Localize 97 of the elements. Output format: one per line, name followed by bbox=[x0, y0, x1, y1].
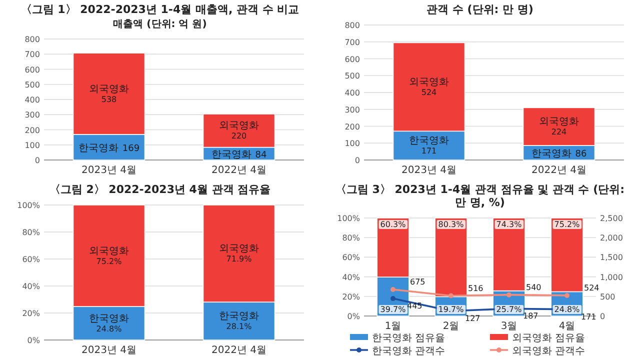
y-tick-label: 600 bbox=[344, 54, 360, 64]
data-label: 540 bbox=[526, 282, 542, 292]
y-tick-label: 0% bbox=[27, 336, 40, 345]
y-tick-label: 400 bbox=[344, 88, 360, 98]
y-tick-label: 60% bbox=[342, 253, 360, 262]
chart-title: 〈그림 3〉 2023년 1-4월 관객 점유율 및 관객 수 (단위: 만 명, %) bbox=[335, 183, 625, 209]
x-tick-label: 4월 bbox=[558, 321, 576, 332]
point bbox=[564, 292, 570, 298]
y-tick-label: 600 bbox=[24, 65, 40, 74]
y-tick-label: 20% bbox=[342, 292, 360, 302]
data-label: 75.2% bbox=[554, 220, 580, 229]
y-tick-label: 60% bbox=[22, 255, 40, 264]
y-tick-label: 200 bbox=[24, 126, 40, 135]
point bbox=[506, 292, 512, 298]
y2-tick-label: 1,500 bbox=[600, 253, 623, 262]
series-label: 한국영화 bbox=[531, 148, 572, 160]
data-label: 675 bbox=[410, 278, 426, 287]
x-tick-label: 2022년 4월 bbox=[212, 345, 266, 356]
y-tick-label: 100 bbox=[24, 140, 40, 150]
y-tick-label: 200 bbox=[344, 122, 360, 132]
data-label: 171 bbox=[421, 146, 437, 156]
x-tick-label: 3월 bbox=[500, 321, 518, 332]
y-tick-label: 400 bbox=[24, 96, 40, 104]
chart-subtitle: 매출액 (단위: 억 원) bbox=[113, 19, 207, 30]
data-label: 60.3% bbox=[380, 220, 406, 229]
x-tick-label: 2023년 4월 bbox=[402, 165, 456, 176]
data-label: 86 bbox=[575, 150, 587, 160]
x-tick-label: 2022년 4월 bbox=[212, 165, 266, 176]
text: 외국영화 bbox=[409, 76, 449, 88]
data-label: 187 bbox=[523, 312, 538, 321]
y-tick-label: 100% bbox=[17, 201, 40, 210]
legend-label: 외국영화 점유율 bbox=[512, 333, 586, 344]
y-tick-label: 80% bbox=[342, 234, 360, 243]
y-tick-label: 0 bbox=[34, 156, 40, 165]
data-label: 127 bbox=[465, 314, 480, 324]
data-label: 74.3% bbox=[496, 220, 522, 229]
data-label: 169 bbox=[122, 144, 140, 154]
legend-label: 외국영화 관객수 bbox=[512, 346, 586, 357]
text: 한국영화 bbox=[219, 311, 259, 322]
y-tick-label: 40% bbox=[342, 272, 360, 282]
data-label: 84 bbox=[255, 150, 267, 161]
y-tick-label: 100 bbox=[344, 139, 360, 148]
y-tick-label: 500 bbox=[344, 72, 360, 81]
y-tick-label: 20% bbox=[22, 309, 40, 318]
y2-tick-label: 500 bbox=[600, 292, 616, 302]
data-label: 25.7% bbox=[496, 305, 522, 314]
data-label: 19.7% bbox=[438, 305, 464, 314]
y-tick-label: 40% bbox=[22, 282, 40, 291]
y2-tick-label: 2,000 bbox=[600, 234, 623, 243]
text: 외국영화 bbox=[89, 84, 129, 95]
y-tick-label: 300 bbox=[24, 110, 40, 120]
y-tick-label: 300 bbox=[344, 105, 360, 114]
y2-tick-label: 2,500 bbox=[600, 214, 623, 223]
series-label: 외국영화 bbox=[539, 116, 579, 128]
data-label: 538 bbox=[101, 94, 117, 104]
data-label: 516 bbox=[468, 284, 484, 293]
y-tick-label: 800 bbox=[344, 21, 360, 30]
series-label: 외국영화 bbox=[89, 246, 129, 257]
y-tick-label: 500 bbox=[24, 80, 40, 90]
y-tick-label: 700 bbox=[24, 50, 40, 60]
data-label: 80.3% bbox=[438, 220, 464, 229]
x-tick-label: 2월 bbox=[442, 321, 460, 332]
y-tick-label: 100% bbox=[337, 214, 360, 223]
y-tick-label: 0% bbox=[347, 312, 360, 321]
data-label: 171 bbox=[581, 312, 596, 322]
data-label: 224 bbox=[551, 128, 567, 137]
data-label: 75.2% bbox=[96, 256, 122, 266]
y2-tick-label: 0 bbox=[600, 312, 606, 321]
chart-title: 관객 수 (단위: 만 명) bbox=[426, 3, 534, 16]
y2-tick-label: 1,000 bbox=[600, 272, 623, 282]
series-label: 외국영화 bbox=[219, 120, 259, 132]
data-label: 24.8% bbox=[96, 324, 122, 334]
text: 한국영화 bbox=[409, 136, 449, 147]
text: 외국영화 bbox=[219, 244, 259, 255]
chart-title: 〈그림 2〉 2022-2023년 4월 관객 점유율 bbox=[49, 183, 271, 196]
legend-label: 한국영화 관객수 bbox=[372, 346, 446, 357]
data-label: 28.1% bbox=[226, 322, 252, 332]
data-label: 524 bbox=[584, 283, 600, 292]
chart-title: 〈그림 1〉 2022-2023년 1-4월 매출액, 관객 수 비교 bbox=[20, 3, 300, 16]
y-tick-label: 700 bbox=[344, 38, 360, 47]
y-tick-label: 80% bbox=[22, 228, 40, 237]
data-label: 39.7% bbox=[380, 305, 406, 314]
y-tick-label: 800 bbox=[24, 35, 40, 44]
series-label: 한국영화 bbox=[211, 150, 252, 161]
x-tick-label: 1월 bbox=[384, 321, 402, 332]
legend-label: 한국영화 점유율 bbox=[372, 333, 446, 344]
data-label: 220 bbox=[231, 132, 247, 141]
point bbox=[448, 293, 454, 298]
x-tick-label: 2023년 4월 bbox=[82, 345, 136, 356]
series-label: 한국영화 bbox=[89, 313, 129, 324]
y-tick-label: 0 bbox=[354, 156, 360, 165]
data-label: 71.9% bbox=[226, 254, 252, 264]
x-tick-label: 2023년 4월 bbox=[82, 165, 136, 176]
x-tick-label: 2022년 4월 bbox=[532, 165, 586, 176]
point bbox=[390, 287, 396, 292]
text: 한국영화 bbox=[78, 143, 118, 154]
data-label: 524 bbox=[421, 88, 437, 97]
